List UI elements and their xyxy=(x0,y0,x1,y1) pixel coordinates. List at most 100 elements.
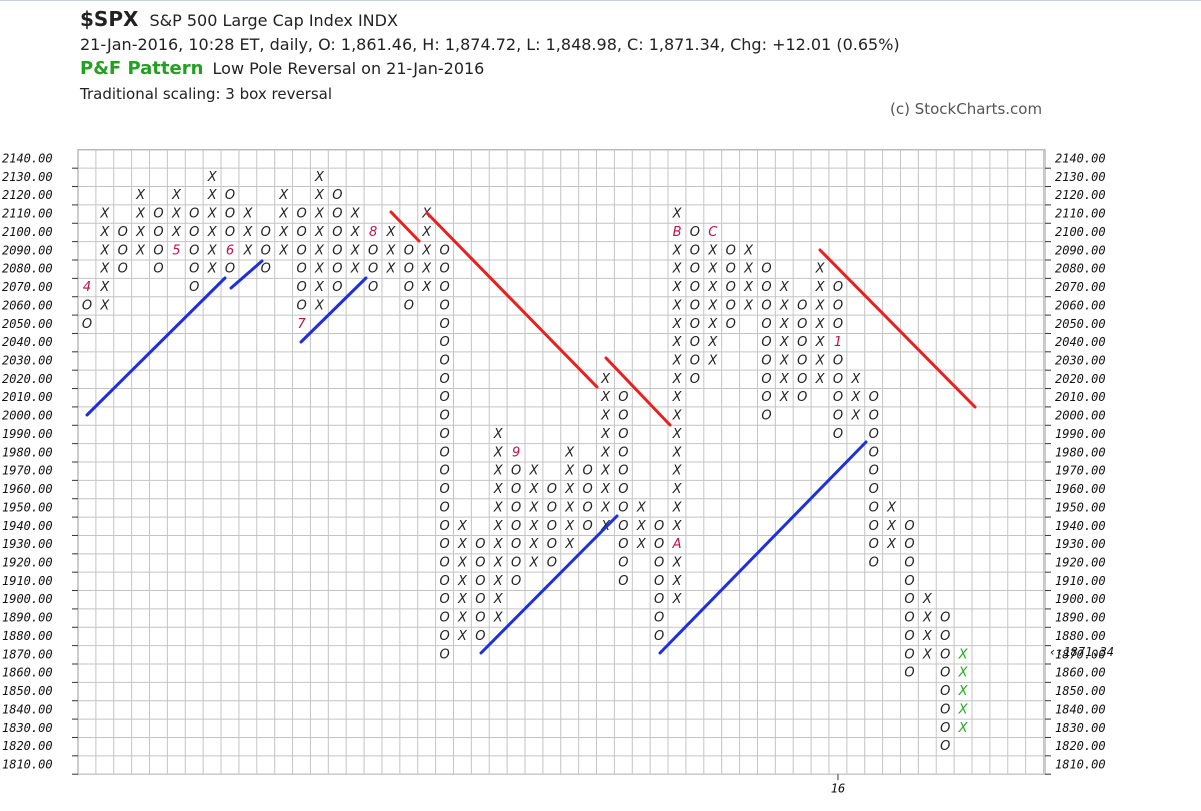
x-box: X xyxy=(672,500,683,515)
o-box: O xyxy=(547,519,557,534)
o-box: O xyxy=(761,372,771,387)
y-tick-label-right: 2050.00 xyxy=(1055,317,1106,331)
x-box: X xyxy=(493,464,504,479)
o-box: O xyxy=(404,262,414,277)
o-box: O xyxy=(547,500,557,515)
x-box: X xyxy=(958,666,969,681)
y-tick-label-right: 2080.00 xyxy=(1055,262,1106,276)
y-tick-label-right: 1860.00 xyxy=(1055,666,1106,680)
y-tick-label-right: 2020.00 xyxy=(1055,372,1106,386)
credit: (c) StockCharts.com xyxy=(890,100,1043,118)
x-box: X xyxy=(672,317,683,332)
x-box: X xyxy=(636,500,647,515)
o-box: O xyxy=(797,335,807,350)
support-line xyxy=(85,276,227,417)
o-box: O xyxy=(618,464,628,479)
x-box: X xyxy=(707,335,718,350)
y-tick-label-right: 2000.00 xyxy=(1055,409,1106,423)
o-box: O xyxy=(439,317,449,332)
x-box: X xyxy=(207,188,218,203)
y-tick-label: 1840.00 xyxy=(2,702,53,716)
x-box: X xyxy=(779,298,790,313)
o-box: O xyxy=(439,464,449,479)
o-box: O xyxy=(797,298,807,313)
y-tick-label: 2070.00 xyxy=(2,280,53,294)
x-box: X xyxy=(99,207,110,222)
o-box: O xyxy=(761,390,771,405)
o-box: O xyxy=(940,721,950,736)
y-tick-label: 2020.00 xyxy=(2,372,53,386)
o-box: O xyxy=(618,574,628,589)
o-box: O xyxy=(439,390,449,405)
month-marker: 7 xyxy=(297,317,306,332)
x-box: X xyxy=(743,243,754,258)
y-tick-label: 2100.00 xyxy=(2,225,53,239)
y-tick-label-right: 2120.00 xyxy=(1055,188,1106,202)
o-box: O xyxy=(439,372,449,387)
y-tick-label: 1860.00 xyxy=(2,666,53,680)
y-tick-label-right: 2110.00 xyxy=(1055,207,1106,221)
y-tick-label: 2030.00 xyxy=(2,354,53,368)
y-tick-label-right: 1920.00 xyxy=(1055,556,1106,570)
x-box: X xyxy=(421,243,432,258)
x-box: X xyxy=(672,427,683,442)
o-box: O xyxy=(797,317,807,332)
o-box: O xyxy=(654,519,664,534)
o-box: O xyxy=(439,445,449,460)
x-box: X xyxy=(779,372,790,387)
x-box: X xyxy=(672,262,683,277)
o-box: O xyxy=(761,317,771,332)
x-box: X xyxy=(529,519,540,534)
o-box: O xyxy=(940,739,950,754)
o-box: O xyxy=(225,188,235,203)
x-box: X xyxy=(350,225,361,240)
o-box: O xyxy=(189,225,199,240)
o-box: O xyxy=(904,574,914,589)
o-box: O xyxy=(404,280,414,295)
month-marker: B xyxy=(673,225,682,240)
x-box: X xyxy=(672,298,683,313)
x-box: X xyxy=(636,519,647,534)
o-box: O xyxy=(511,556,521,571)
y-tick-label: 2140.00 xyxy=(2,152,53,166)
o-box: O xyxy=(404,243,414,258)
o-box: O xyxy=(189,243,199,258)
y-tick-label: 1950.00 xyxy=(2,500,53,514)
x-box: X xyxy=(529,556,540,571)
y-tick-label: 1980.00 xyxy=(2,445,53,459)
x-box: X xyxy=(850,409,861,424)
x-box: X xyxy=(457,629,468,644)
o-box: O xyxy=(439,280,449,295)
o-box: O xyxy=(261,225,271,240)
x-box: X xyxy=(314,262,325,277)
x-box: X xyxy=(99,243,110,258)
x-box: X xyxy=(529,482,540,497)
x-box: X xyxy=(386,262,397,277)
o-box: O xyxy=(869,556,879,571)
x-box: X xyxy=(314,225,325,240)
o-box: O xyxy=(654,629,664,644)
o-box: O xyxy=(118,262,128,277)
y-tick-label: 2000.00 xyxy=(2,409,53,423)
o-box: O xyxy=(475,629,485,644)
x-box: X xyxy=(707,354,718,369)
o-box: O xyxy=(475,611,485,626)
o-box: O xyxy=(833,317,843,332)
x-box: X xyxy=(564,445,575,460)
x-box: X xyxy=(350,207,361,222)
o-box: O xyxy=(332,262,342,277)
y-tick-label: 2130.00 xyxy=(2,170,53,184)
y-tick-label-right: 2130.00 xyxy=(1055,170,1106,184)
o-box: O xyxy=(368,262,378,277)
o-box: O xyxy=(761,335,771,350)
y-tick-label-right: 1950.00 xyxy=(1055,500,1106,514)
y-tick-label-right: 1870.00 xyxy=(1055,647,1106,661)
x-box: X xyxy=(314,170,325,185)
x-box: X xyxy=(672,482,683,497)
x-box: X xyxy=(672,464,683,479)
o-box: O xyxy=(511,574,521,589)
x-box: X xyxy=(886,537,897,552)
x-box: X xyxy=(493,556,504,571)
o-box: O xyxy=(690,335,700,350)
